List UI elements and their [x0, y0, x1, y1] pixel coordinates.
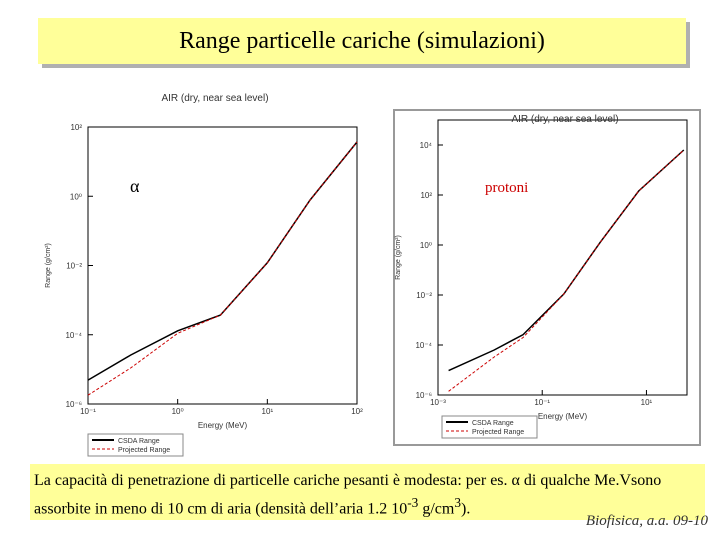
x-tick-label: 10² — [351, 407, 363, 416]
series-line — [87, 141, 358, 396]
y-tick-label: 10⁻⁶ — [416, 391, 432, 400]
y-tick-label: 10⁻⁴ — [415, 341, 432, 350]
y-axis-label: Range (g/cm²) — [45, 243, 52, 288]
x-tick-label: 10¹ — [641, 398, 653, 407]
x-tick-label: 10⁻¹ — [80, 407, 96, 416]
legend-label: Projected Range — [472, 429, 524, 436]
caption-sup: -3 — [407, 495, 419, 510]
chart-panel — [40, 85, 370, 460]
footer: Biofisica, a.a. 09-10 — [585, 513, 708, 529]
chart-title: AIR (dry, near sea level) — [511, 114, 618, 125]
plot-frame — [437, 119, 688, 396]
series-line — [448, 149, 685, 392]
legend-label: CSDA Range — [118, 438, 160, 445]
annotation: protoni — [485, 180, 528, 196]
caption: La capacità di penetrazione di particell… — [30, 464, 705, 520]
y-tick-label: 10⁰ — [420, 241, 432, 250]
y-tick-label: 10⁻² — [416, 291, 432, 300]
slide-title: Range particelle cariche (simulazioni) — [38, 18, 686, 64]
caption-text: ). — [461, 500, 471, 518]
chart-title: AIR (dry, near sea level) — [161, 93, 268, 104]
y-tick-label: 10² — [70, 123, 82, 132]
y-tick-label: 10² — [420, 191, 432, 200]
y-tick-label: 10⁻⁴ — [65, 331, 82, 340]
y-tick-label: 10⁴ — [420, 141, 433, 150]
legend-label: Projected Range — [118, 447, 170, 454]
x-axis-label: Energy (MeV) — [538, 412, 588, 421]
annotation: α — [130, 176, 140, 196]
x-tick-label: 10⁻¹ — [534, 398, 550, 407]
caption-text: g/cm — [418, 500, 455, 518]
x-tick-label: 10¹ — [262, 407, 274, 416]
x-axis-label: Energy (MeV) — [198, 421, 248, 430]
caption-text: La capacità di penetrazione di particell… — [34, 472, 662, 518]
x-tick-label: 10⁻³ — [430, 398, 446, 407]
x-tick-label: 10⁰ — [172, 407, 184, 416]
chart-panel — [393, 109, 701, 446]
y-tick-label: 10⁰ — [70, 192, 82, 201]
caption-sup: 3 — [454, 495, 462, 510]
legend-label: CSDA Range — [472, 420, 514, 427]
y-tick-label: 10⁻² — [66, 262, 82, 271]
y-tick-label: 10⁻⁶ — [66, 400, 82, 409]
y-axis-label: Range (g/cm²) — [395, 235, 402, 280]
